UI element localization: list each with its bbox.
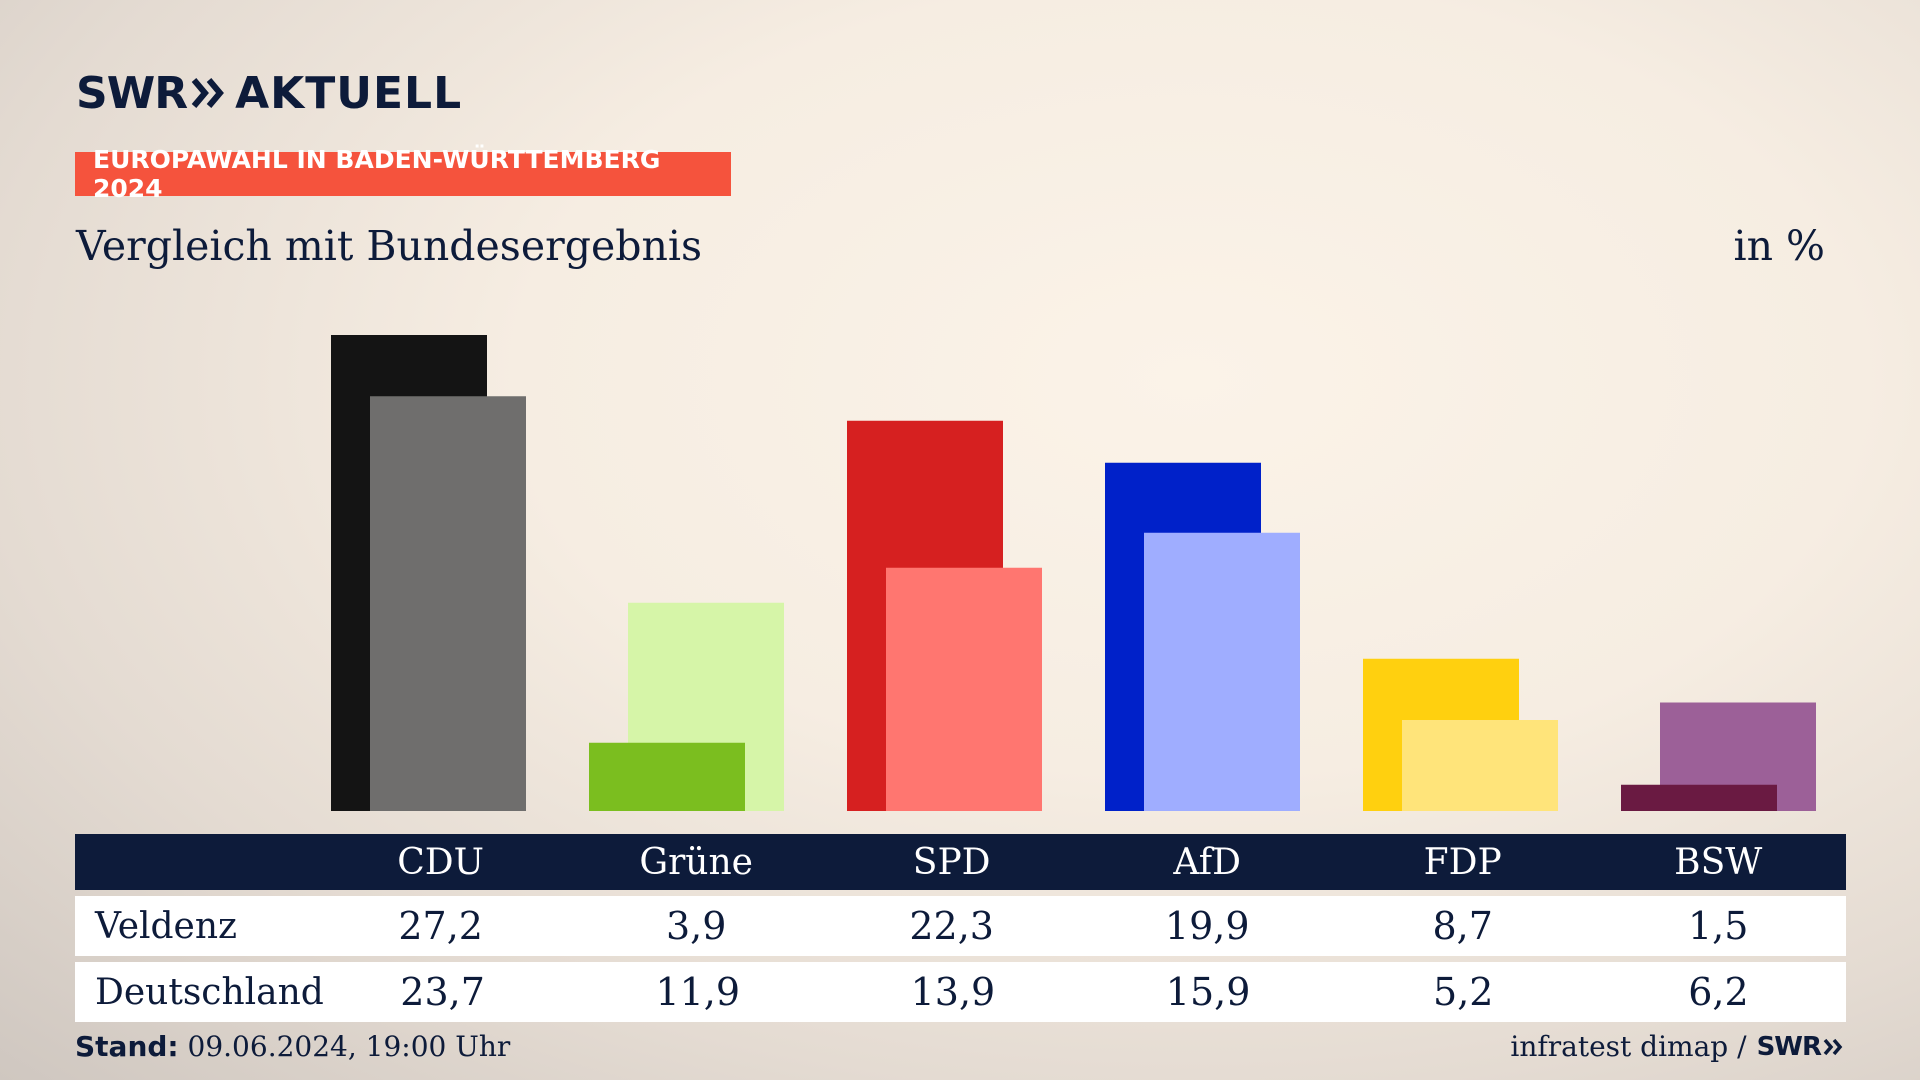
timestamp: Stand: 09.06.2024, 19:00 Uhr [75, 1030, 510, 1063]
results-table: CDU Grüne SPD AfD FDP BSW Veldenz 27,2 3… [75, 834, 1846, 1022]
bar-bsw-veldenz [1621, 784, 1777, 811]
double-chevron-icon [191, 78, 225, 108]
bar-afd-deutschland [1144, 532, 1300, 811]
source-credit: infratest dimap / SWR [1510, 1030, 1845, 1063]
footer-swr-logo: SWR [1756, 1031, 1822, 1062]
table-header: CDU Grüne SPD AfD FDP BSW [75, 834, 1846, 890]
header-cdu: CDU [397, 841, 485, 883]
table-cell: 3,9 [665, 904, 727, 948]
header-gruene: Grüne [639, 841, 753, 883]
source-text: infratest dimap / [1510, 1030, 1747, 1063]
row-label: Deutschland [95, 971, 324, 1013]
table-cell: 5,2 [1433, 970, 1494, 1014]
chart-subtitle: Vergleich mit Bundesergebnis [76, 222, 703, 270]
row-label: Veldenz [95, 905, 238, 947]
swr-aktuell-logo: SWR AKTUELL [76, 67, 463, 119]
table-cell: 11,9 [655, 970, 741, 1014]
table-cell: 6,2 [1688, 970, 1749, 1014]
header-afd: AfD [1173, 841, 1241, 883]
unit-label: in % [1733, 222, 1825, 270]
table-cell: 19,9 [1164, 904, 1250, 948]
table-row-veldenz: Veldenz 27,2 3,9 22,3 19,9 8,7 1,5 [75, 896, 1846, 956]
table-cell: 1,5 [1688, 904, 1749, 948]
double-chevron-icon [1823, 1038, 1843, 1055]
table-cell: 22,3 [909, 904, 994, 948]
bar-cdu-deutschland [370, 396, 526, 811]
table-cell: 13,9 [910, 970, 996, 1014]
table-cell: 8,7 [1432, 904, 1493, 948]
table-cell: 27,2 [398, 904, 483, 948]
table-cell: 15,9 [1165, 970, 1251, 1014]
logo-aktuell-text: AKTUELL [235, 67, 463, 119]
bar-gruene-veldenz [589, 742, 745, 811]
table-cell: 23,7 [400, 970, 485, 1014]
bar-spd-deutschland [886, 567, 1042, 811]
logo-swr-text: SWR [76, 67, 188, 119]
header-fdp: FDP [1423, 841, 1502, 883]
stand-value: 09.06.2024, 19:00 Uhr [187, 1030, 511, 1063]
bar-fdp-deutschland [1402, 720, 1558, 811]
bar-chart [331, 335, 1816, 811]
header-bsw: BSW [1674, 841, 1763, 883]
table-row-deutschland: Deutschland 23,7 11,9 13,9 15,9 5,2 6,2 [75, 962, 1846, 1022]
stand-label: Stand: [75, 1030, 179, 1063]
header-spd: SPD [912, 841, 991, 883]
